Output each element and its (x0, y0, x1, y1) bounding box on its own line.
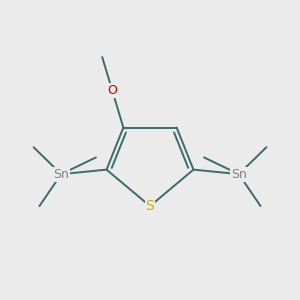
Text: S: S (146, 199, 154, 213)
Text: Sn: Sn (53, 168, 69, 181)
Text: Sn: Sn (231, 168, 247, 181)
Text: O: O (107, 84, 117, 97)
